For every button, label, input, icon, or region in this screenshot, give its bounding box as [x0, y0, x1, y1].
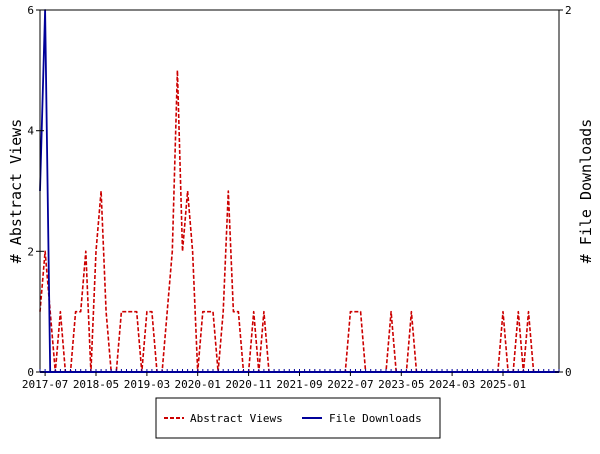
- y-right-axis-title: # File Downloads: [577, 119, 595, 264]
- y-right-tick-label: 2: [565, 4, 572, 17]
- x-tick-label: 2019-03: [124, 378, 170, 391]
- x-tick-label: 2024-03: [429, 378, 475, 391]
- x-tick-label: 2020-11: [225, 378, 271, 391]
- x-tick-label: 2023-05: [378, 378, 424, 391]
- y-left-tick-label: 6: [27, 4, 34, 17]
- y-right-tick-label: 0: [565, 366, 572, 379]
- series-line-file-downloads: [39, 9, 559, 373]
- x-tick-label: 2022-07: [327, 378, 373, 391]
- x-tick-label: 2018-05: [73, 378, 119, 391]
- series-line-abstract-views: [39, 69, 559, 373]
- legend: Abstract Views File Downloads: [155, 397, 441, 439]
- y-left-tick-label: 4: [27, 125, 34, 138]
- x-tick-label: 2017-07: [22, 378, 68, 391]
- legend-box: [155, 397, 441, 439]
- y-left-tick-label: 2: [27, 245, 34, 258]
- plot-frame: [39, 9, 560, 373]
- legend-label: File Downloads: [329, 412, 422, 425]
- series-layer: [39, 9, 559, 373]
- x-tick-label: 2025-01: [480, 378, 526, 391]
- y-left-tick-label: 0: [27, 366, 34, 379]
- legend-label: Abstract Views: [190, 412, 283, 425]
- x-tick-label: 2021-09: [276, 378, 322, 391]
- x-tick-label: 2020-01: [175, 378, 221, 391]
- axes-layer: 2017-07 2018-05 2019-03 2020-01 2020-11 2021-…: [7, 4, 595, 391]
- y-left-axis-title: # Abstract Views: [7, 119, 25, 264]
